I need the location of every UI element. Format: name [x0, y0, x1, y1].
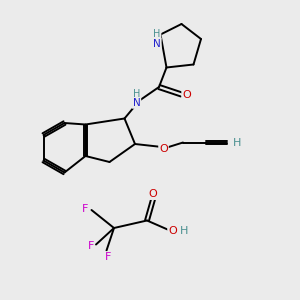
Text: O: O	[159, 144, 168, 154]
Text: O: O	[148, 189, 158, 199]
Text: H: H	[233, 137, 241, 148]
Text: O: O	[182, 89, 191, 100]
Text: N: N	[133, 98, 140, 108]
Text: F: F	[87, 241, 94, 251]
Text: F: F	[82, 203, 89, 214]
Text: H: H	[133, 89, 140, 99]
Text: O: O	[168, 226, 177, 236]
Text: N: N	[153, 38, 161, 49]
Text: F: F	[105, 252, 111, 262]
Text: H: H	[153, 29, 161, 39]
Text: H: H	[179, 226, 188, 236]
